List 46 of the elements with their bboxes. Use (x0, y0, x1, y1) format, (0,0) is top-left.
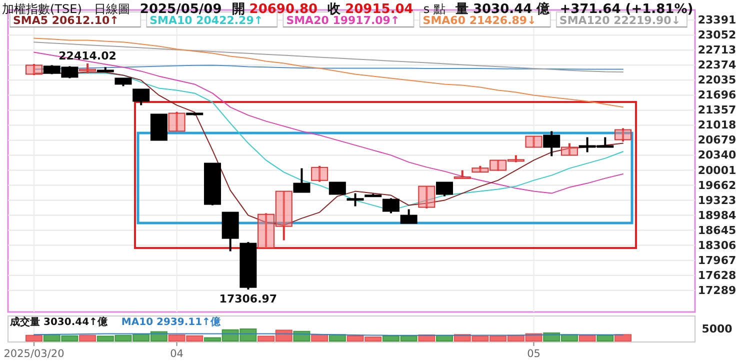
y-tick-label: 22035 (698, 74, 736, 87)
chart-title: 加權指數(TSE) (2, 2, 82, 16)
bar (26, 334, 42, 342)
bar (596, 334, 614, 342)
annotation: 收 20915.04 (328, 2, 414, 17)
y-tick-label: 20340 (698, 148, 736, 162)
annotation: 量 3030.44 億 (454, 1, 551, 17)
text: SMA20 19917.09↑ (286, 14, 400, 27)
text: SMA60 21426.89↓ (422, 14, 536, 27)
y-tick-label: 18306 (698, 238, 736, 252)
y-tick-label: 22713 (698, 44, 736, 57)
y-tick-label: 18984 (698, 208, 736, 222)
text: SMA120 22219.90↓ (559, 14, 681, 27)
annotation: 2025/05/09 (140, 2, 222, 17)
bar (614, 334, 632, 342)
text: SMA5 20612.10↑ (13, 14, 119, 27)
y-tick-label: 21357 (698, 104, 736, 117)
bar (311, 334, 328, 342)
text: SMA10 20422.29↑ (150, 14, 264, 27)
y-tick-label: 22374 (698, 58, 736, 72)
x-tick-label: 05 (527, 348, 540, 360)
y-tick-label: 20679 (698, 134, 736, 147)
annotation: 17306.97 (219, 292, 278, 306)
y-tick-label: 17289 (698, 284, 736, 297)
text: 成交量 3030.44↑億 (9, 316, 108, 328)
annotation: 日線圖 (94, 2, 130, 16)
annotation: +371.64 (+1.81%) (560, 2, 694, 17)
y-tick-label: 23391 (698, 14, 736, 27)
y-tick-label: 18645 (698, 224, 736, 237)
y-tick-label: 19323 (698, 194, 736, 207)
y-tick-label: 17967 (698, 254, 736, 267)
y-tick-label: 19662 (698, 178, 736, 192)
y-tick-label: 23052 (698, 28, 736, 42)
y-tick-label: 20001 (698, 164, 736, 177)
x-tick-label: 2025/03/20 (4, 348, 64, 360)
annotation: 22414.02 (58, 49, 116, 62)
y-tick-label: 21696 (698, 88, 736, 102)
annotation: 開 20690.80 (232, 2, 318, 17)
series-label: MA10 2939.11↑億 (121, 316, 222, 328)
bar (79, 334, 96, 342)
bar (578, 334, 596, 342)
text: 5000 (702, 322, 733, 336)
x-tick-label: 04 (170, 348, 184, 360)
annotation: s 點 (423, 2, 446, 16)
y-tick-label: 21018 (698, 118, 736, 132)
y-tick-label: 17628 (698, 268, 736, 282)
